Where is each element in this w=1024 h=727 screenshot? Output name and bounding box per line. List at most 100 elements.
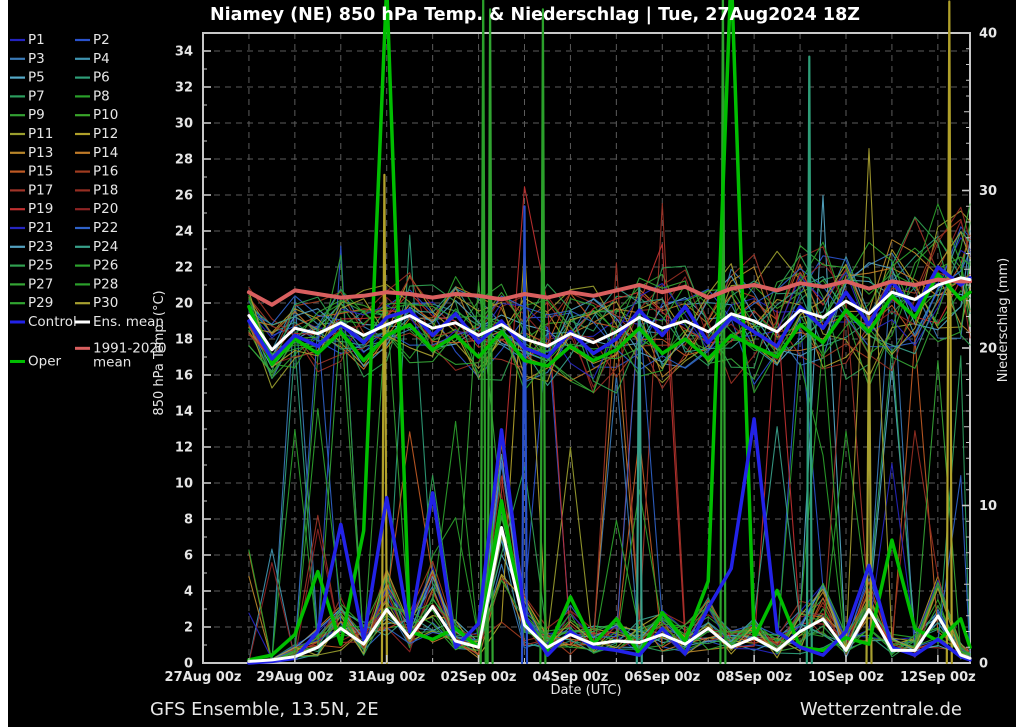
footer-brand: Wetterzentrale.de [800,699,962,720]
legend-item-P26: P26 [93,258,118,274]
y-left-tick-label: 28 [175,153,193,168]
x-tick-label: 12Sep 00z [900,670,976,685]
y-left-tick-label: 10 [175,477,193,492]
legend-item-P27: P27 [28,276,53,292]
y-right-tick-label: 30 [979,184,997,199]
legend-item-P23: P23 [28,239,53,255]
y-left-tick-label: 2 [184,621,193,636]
legend-item-P10: P10 [93,107,118,123]
notable-precip-spike [865,315,873,665]
x-tick-label: 29Aug 00z [256,670,333,685]
y-right-tick-label: 20 [979,342,997,357]
y-right-tick-label: 40 [979,27,997,42]
series-control-temp [247,265,972,361]
legend-item-P12: P12 [93,126,118,142]
legend-item-Oper: Oper [28,353,62,369]
y-left-tick-label: 14 [175,405,193,420]
y-left-tick-label: 12 [175,441,193,456]
notable-precip-spike [945,0,953,665]
legend-item-P1: P1 [28,32,45,48]
legend-item-mean: mean [93,354,131,370]
member-line-P11-temp [248,210,971,389]
legend-item-P28: P28 [93,276,118,292]
series-control-precip [247,417,972,665]
y-left-tick-label: 26 [175,189,193,204]
legend-item-P9: P9 [28,107,45,123]
y-right-tick-label: 0 [979,657,988,672]
y-left-tick-label: 8 [184,513,193,528]
member-line-P17-precip [248,202,971,663]
notable-precip-spike [539,8,547,665]
x-tick-label: 08Sep 00z [716,670,792,685]
legend-item-P20: P20 [93,201,118,217]
legend-item-P4: P4 [93,51,110,67]
legend-item-P25: P25 [28,258,53,274]
legend-item-P5: P5 [28,70,45,86]
legend-item-P24: P24 [93,239,118,255]
x-tick-label: 06Sep 00z [624,670,700,685]
legend-item-P7: P7 [28,88,45,104]
legend-item-P21: P21 [28,220,53,236]
y-right-tick-label: 10 [979,499,997,514]
x-tick-label: 27Aug 00z [165,670,242,685]
y-left-tick-label: 4 [184,585,193,600]
x-tick-label: 10Sep 00z [808,670,884,685]
member-line-P22-precip [248,306,971,663]
legend-item-P6: P6 [93,70,110,86]
notable-precip-spike [479,0,487,665]
series-oper-temp [247,272,972,368]
legend-item-Control: Control [28,314,77,330]
y-left-tick-label: 30 [175,117,193,132]
y-left-tick-label: 16 [175,369,193,384]
y-left-tick-label: 6 [184,549,193,564]
notable-precip-spike [486,8,494,665]
x-axis-title: Date (UTC) [550,683,621,698]
y-left-tick-label: 24 [175,225,193,240]
legend-item-P15: P15 [28,164,53,180]
legend-item-Ens-mean: Ens. mean [93,314,164,330]
legend-item-P16: P16 [93,164,118,180]
series-oper-precip [247,0,972,662]
x-tick-label: 04Sep 00z [533,670,609,685]
member-line-P28-precip [248,420,971,663]
member-line-P29-precip [248,533,971,663]
legend-item-P2: P2 [93,32,110,48]
legend-item-P30: P30 [93,295,118,311]
legend-item-P18: P18 [93,182,118,198]
y-left-tick-label: 18 [175,333,193,348]
y-left-tick-label: 34 [175,45,193,60]
y-left-axis-title: 850 hPa Temp. (°C) [152,290,167,415]
y-left-tick-label: 22 [175,261,193,276]
axis-ticks-and-labels: 0246810121416182022242628303234010203040… [165,27,998,686]
grid-lines [203,33,970,663]
chart-title: Niamey (NE) 850 hPa Temp. & Niederschlag… [210,5,860,25]
series-ens-mean-precip [247,526,972,663]
x-tick-label: 02Sep 00z [441,670,517,685]
x-tick-label: 31Aug 00z [348,670,425,685]
legend-item-P11: P11 [28,126,53,142]
notable-precip-spike [719,0,727,665]
legend-item-P8: P8 [93,88,110,104]
legend-item-P13: P13 [28,145,53,161]
legend-item-P3: P3 [28,51,45,67]
legend-item-P14: P14 [93,145,118,161]
footer-model-info: GFS Ensemble, 13.5N, 2E [150,699,379,720]
y-left-tick-label: 32 [175,81,193,96]
legend: P1 P2 P3 P4 P5 P6 P7 P8 P9 P10 P11 P12 P13 P14 P15 P16 P… [10,32,167,370]
notable-precip-spike [520,205,529,665]
series-1991-2020-mean-temp [246,277,972,307]
legend-item-P22: P22 [93,220,118,236]
legend-item-P29: P29 [28,295,53,311]
y-left-tick-label: 20 [175,297,193,312]
y-left-tick-label: 0 [184,657,193,672]
notable-precip-spike [805,55,813,665]
legend-item-P19: P19 [28,201,53,217]
series-ens-mean-temp [247,276,972,352]
member-line-P18-temp [248,206,971,394]
legend-item-1991-2020: 1991-2020 [93,340,167,356]
legend-item-P17: P17 [28,182,53,198]
main-series-lines [246,0,972,665]
y-right-axis-title: Niederschlag (mm) [996,258,1011,383]
